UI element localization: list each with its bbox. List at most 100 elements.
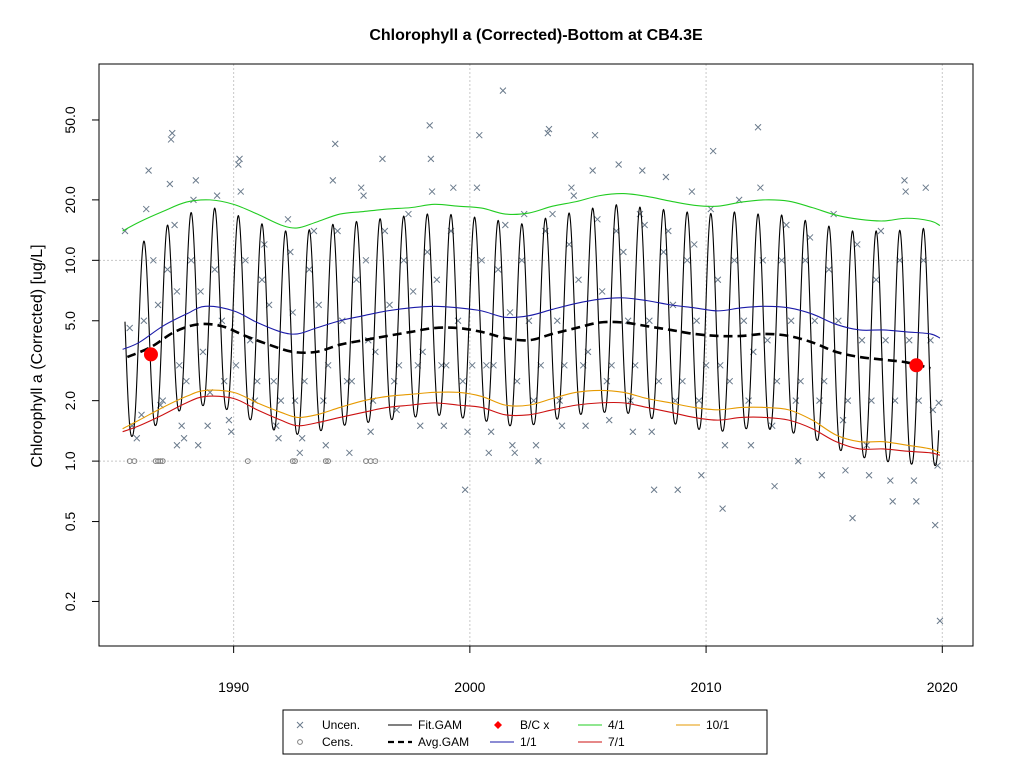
y-tick-label-1: 0.5 xyxy=(62,512,78,532)
uncensored-point xyxy=(731,256,738,264)
uncensored-point xyxy=(367,428,375,436)
uncensored-point xyxy=(740,317,748,325)
censored-point xyxy=(159,458,166,465)
uncensored-point xyxy=(138,411,145,419)
x-tick-label-0: 1990 xyxy=(218,679,249,695)
uncensored-point xyxy=(192,177,200,184)
uncensored-point xyxy=(674,486,682,494)
uncensored-point xyxy=(197,288,204,295)
censored-point xyxy=(131,458,138,465)
uncensored-point xyxy=(183,377,190,385)
uncensored-point xyxy=(721,441,729,449)
uncensored-point xyxy=(650,486,658,494)
uncensored-point xyxy=(478,256,486,264)
censored-point xyxy=(157,458,164,465)
uncensored-point xyxy=(315,301,323,309)
censored-point xyxy=(289,458,296,465)
legend-label-fit-gam: Fit.GAM xyxy=(418,718,462,732)
uncensored-point xyxy=(570,192,578,199)
uncensored-point xyxy=(145,167,152,174)
seasonal-lines xyxy=(122,193,941,456)
uncensored-point xyxy=(166,180,174,188)
uncensored-point xyxy=(277,397,285,405)
uncensored-point xyxy=(338,317,346,325)
legend-label-1-1: 1/1 xyxy=(520,735,537,749)
uncensored-point xyxy=(709,147,717,155)
series-4-1 xyxy=(122,193,941,232)
y-axis: 0.2 0.5 1.0 2.0 5.0 10.0 20.0 50.0 xyxy=(62,106,100,611)
uncensored-point xyxy=(258,276,266,284)
uncensored-point xyxy=(362,256,370,264)
uncensored-point xyxy=(558,422,566,430)
censored-point xyxy=(292,458,298,465)
legend-label-4-1: 4/1 xyxy=(608,718,625,732)
uncensored-point xyxy=(591,131,599,139)
uncensored-point xyxy=(636,210,644,218)
uncensored-points xyxy=(121,87,944,625)
legend-label-b-c-x: B/C x xyxy=(520,718,549,732)
uncensored-point xyxy=(839,416,847,424)
uncensored-point xyxy=(835,317,842,325)
uncensored-point xyxy=(426,122,434,129)
x-axis: 1990 2000 2010 2020 xyxy=(218,645,958,695)
uncensored-point xyxy=(806,234,814,241)
uncensored-point xyxy=(886,477,894,484)
uncensored-point xyxy=(220,377,228,385)
uncensored-point xyxy=(416,422,424,430)
uncensored-point xyxy=(459,377,467,385)
uncensored-point xyxy=(872,276,880,284)
uncensored-point xyxy=(154,301,162,309)
censored-points xyxy=(126,458,379,465)
uncensored-point xyxy=(773,377,781,385)
uncensored-point xyxy=(353,276,360,284)
censored-point xyxy=(244,458,251,465)
uncensored-point xyxy=(901,177,908,184)
legend-box xyxy=(282,709,768,755)
legend-label-7-1: 7/1 xyxy=(608,735,625,749)
uncensored-point xyxy=(849,514,856,522)
uncensored-point xyxy=(530,397,537,405)
uncensored-point xyxy=(787,317,795,325)
uncensored-point xyxy=(509,441,516,449)
uncensored-point xyxy=(690,241,698,248)
bc-point-0 xyxy=(143,347,158,362)
uncensored-point xyxy=(905,336,913,344)
uncensored-point xyxy=(194,441,202,449)
uncensored-point xyxy=(936,617,944,625)
uncensored-point xyxy=(655,377,663,385)
plot-frame xyxy=(98,63,974,647)
uncensored-point xyxy=(487,428,495,436)
uncensored-point xyxy=(449,184,457,192)
series-7-1 xyxy=(122,395,941,456)
uncensored-point xyxy=(783,221,790,229)
uncensored-point xyxy=(180,434,188,442)
uncensored-point xyxy=(272,422,280,430)
uncensored-point xyxy=(889,498,897,505)
uncensored-point xyxy=(865,471,873,479)
x-tick-label-3: 2020 xyxy=(927,679,958,695)
uncensored-point xyxy=(565,241,573,248)
uncensored-point xyxy=(140,317,148,325)
uncensored-point xyxy=(662,173,670,181)
uncensored-point xyxy=(296,449,304,457)
uncensored-point xyxy=(707,205,715,213)
y-axis-label: Chlorophyll a (Corrected) [ug/L] xyxy=(29,244,46,467)
uncensored-point xyxy=(173,441,181,449)
uncensored-point xyxy=(549,210,556,218)
uncensored-point xyxy=(348,377,356,385)
uncensored-point xyxy=(440,422,448,430)
uncensored-point xyxy=(187,256,195,264)
series-10-1 xyxy=(122,389,941,454)
uncensored-point xyxy=(672,397,679,405)
uncensored-point xyxy=(688,188,696,195)
uncensored-point xyxy=(275,434,282,442)
uncensored-point xyxy=(242,256,249,264)
uncensored-point xyxy=(178,422,186,430)
uncensored-point xyxy=(648,428,656,436)
uncensored-point xyxy=(409,288,417,295)
uncensored-point xyxy=(801,256,809,264)
uncensored-point xyxy=(468,361,476,369)
uncensored-point xyxy=(473,184,481,192)
uncensored-point xyxy=(475,131,483,139)
